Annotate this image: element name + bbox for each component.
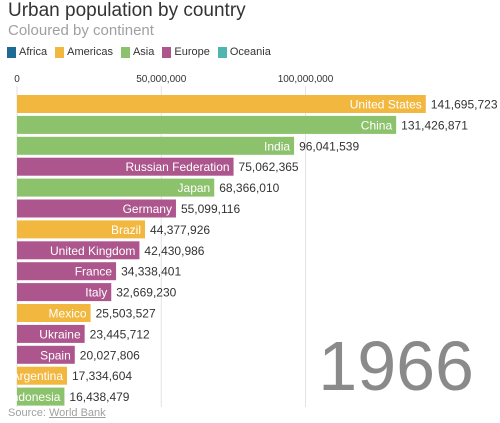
bar-chart: 0 50,000,000 100,000,000 United States 141,6… <box>0 74 498 407</box>
bar <box>17 220 146 239</box>
bar-value-label: 32,669,230 <box>116 286 176 300</box>
source-link[interactable]: World Bank <box>48 407 106 419</box>
left-mask <box>0 86 16 407</box>
bar <box>17 283 112 302</box>
chart-title: Urban population by country <box>8 0 246 21</box>
legend-swatch <box>217 46 227 58</box>
bar-value-label: 68,366,010 <box>219 181 279 195</box>
bar-category-label: Brazil <box>111 223 141 237</box>
bar-value-label: 23,445,712 <box>90 327 150 341</box>
bar-value-label: 42,430,986 <box>144 244 204 258</box>
legend: Africa Americas Asia Europe Oceania <box>7 46 279 58</box>
legend-label: Europe <box>174 46 210 58</box>
bar-value-label: 20,027,806 <box>80 348 140 362</box>
bar <box>17 199 176 218</box>
bar <box>17 136 295 155</box>
bar-value-label: 16,438,479 <box>69 390 129 404</box>
bar-category-label: Spain <box>40 348 71 362</box>
bar <box>17 366 68 385</box>
bar <box>17 345 75 364</box>
bar-category-label: Japan <box>178 181 211 195</box>
bar <box>17 387 65 406</box>
legend-label: Africa <box>19 46 48 58</box>
year-label: 1966 <box>318 327 474 405</box>
bar-value-label: 25,503,527 <box>96 307 156 321</box>
bar-category-label: China <box>361 118 393 132</box>
legend-item-europe: Europe <box>162 46 210 58</box>
legend-label: Oceania <box>229 46 271 58</box>
legend-item-asia: Asia <box>120 46 155 58</box>
bar-category-label: France <box>75 265 113 279</box>
bar <box>17 157 234 176</box>
source-prefix: Source: <box>8 407 46 419</box>
bar-category-label: Indonesia <box>8 390 60 404</box>
bar <box>17 241 140 260</box>
bar-category-label: Argentina <box>12 369 64 383</box>
bar-value-label: 141,695,723 <box>431 98 498 112</box>
bar-value-label: 34,338,401 <box>121 265 181 279</box>
bar-value-label: 44,377,926 <box>150 223 210 237</box>
legend-label: Americas <box>67 46 113 58</box>
legend-item-africa: Africa <box>7 46 47 58</box>
legend-swatch <box>120 46 130 58</box>
bar <box>17 115 397 134</box>
x-tick-label: 50,000,000 <box>136 74 186 85</box>
chart-subtitle: Coloured by continent <box>8 22 154 39</box>
bar-value-label: 131,426,871 <box>401 118 468 132</box>
bar-category-label: Germany <box>123 202 172 216</box>
legend-label: Asia <box>132 46 155 58</box>
bar <box>17 304 91 322</box>
x-tick-label: 100,000,000 <box>278 74 334 85</box>
bar-category-label: India <box>264 139 290 153</box>
bar-value-label: 17,334,604 <box>72 369 132 383</box>
bar-category-label: Mexico <box>49 307 87 321</box>
bar-value-label: 55,099,116 <box>181 202 240 216</box>
bar <box>17 95 426 113</box>
legend-swatch <box>55 46 65 58</box>
bar <box>17 178 215 197</box>
source-note: Source: World Bank <box>8 407 106 419</box>
bar <box>17 324 85 343</box>
bar-value-label: 96,041,539 <box>299 139 359 153</box>
bar-category-label: Ukraine <box>39 327 81 341</box>
legend-item-americas: Americas <box>55 46 113 58</box>
legend-swatch <box>162 46 172 58</box>
bar-category-label: United States <box>350 98 422 112</box>
bar <box>17 262 117 281</box>
x-tick-label: 0 <box>14 74 20 85</box>
legend-swatch <box>7 46 16 58</box>
bar-category-label: Russian Federation <box>125 160 229 174</box>
bar-value-label: 75,062,365 <box>239 160 299 174</box>
bar-category-label: Italy <box>85 286 107 300</box>
bar-category-label: United Kingdom <box>50 244 135 258</box>
legend-item-oceania: Oceania <box>217 46 271 58</box>
